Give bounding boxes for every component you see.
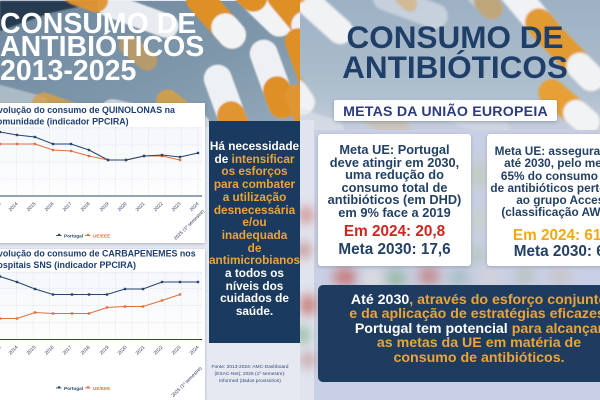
svg-text:2021: 2021 [135,201,147,213]
svg-text:2015: 2015 [26,201,38,213]
svg-text:2020: 2020 [117,344,129,356]
svg-text:2013: 2013 [0,344,3,356]
svg-text:2016: 2016 [44,344,56,356]
svg-text:2014: 2014 [8,201,20,213]
svg-text:2023: 2023 [171,344,183,356]
svg-text:2020: 2020 [117,201,129,213]
svg-text:UE/EEE: UE/EEE [93,386,110,391]
svg-text:Evolução do consumo de QUINOLO: Evolução do consumo de QUINOLONAS na [0,105,175,115]
svg-text:Portugal: Portugal [64,234,83,239]
svg-text:2024: 2024 [189,344,201,356]
svg-text:2025 (1º semestre): 2025 (1º semestre) [173,208,205,241]
svg-text:comunidade (indicador PPCIRA): comunidade (indicador PPCIRA) [0,117,129,127]
svg-text:2021: 2021 [135,344,147,356]
svg-text:2019: 2019 [99,201,111,213]
svg-text:2025 (1º semestre): 2025 (1º semestre) [170,365,203,398]
svg-text:2022: 2022 [153,344,165,356]
svg-text:2013: 2013 [0,201,3,213]
svg-text:Portugal: Portugal [64,386,83,391]
svg-text:UE/EEE: UE/EEE [93,234,110,239]
svg-text:2024: 2024 [189,201,201,213]
svg-text:2014: 2014 [8,344,20,356]
svg-text:2018: 2018 [80,201,92,213]
svg-text:2022: 2022 [153,201,165,213]
svg-text:2017: 2017 [62,201,74,213]
svg-text:2023: 2023 [171,201,183,213]
svg-text:2019: 2019 [99,344,111,356]
svg-text:2016: 2016 [44,201,56,213]
svg-text:2017: 2017 [62,344,74,356]
svg-text:Evolução do consumo de CARBAPE: Evolução do consumo de CARBAPENEMES nos [0,249,196,259]
svg-text:2015: 2015 [26,344,38,356]
svg-text:hospitais SNS (indicador PPCIR: hospitais SNS (indicador PPCIRA) [0,260,136,270]
svg-text:2018: 2018 [80,344,92,356]
